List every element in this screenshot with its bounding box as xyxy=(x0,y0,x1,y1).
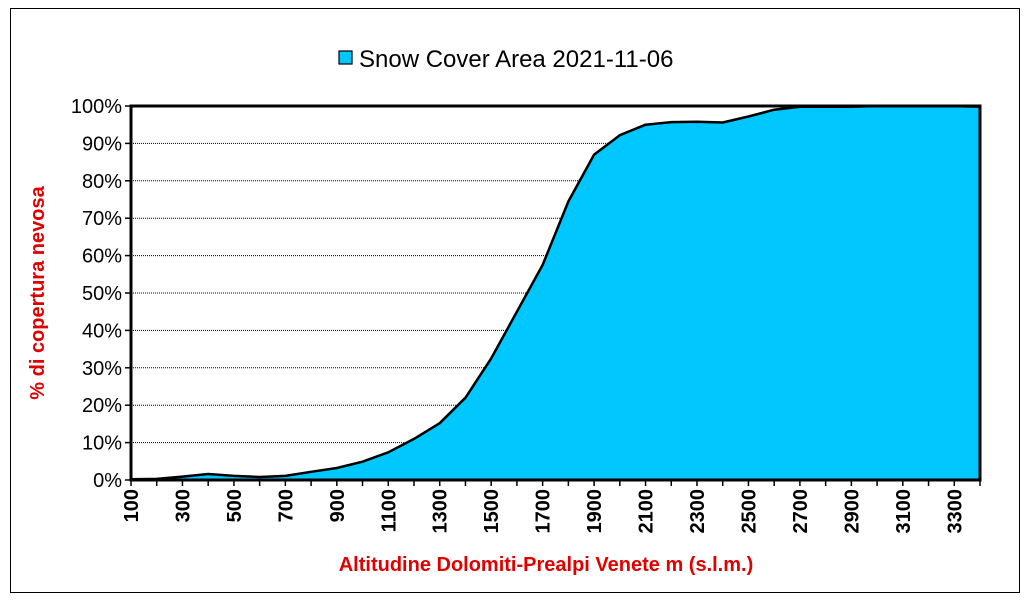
x-tick-label: 2900 xyxy=(841,489,863,534)
legend: Snow Cover Area 2021-11-06 xyxy=(338,46,673,73)
x-tick-label: 1100 xyxy=(378,489,400,532)
x-tick-label: 1900 xyxy=(584,489,606,534)
snow-cover-area xyxy=(129,104,982,482)
x-tick-label: 3300 xyxy=(944,489,966,534)
y-tick-label: 60% xyxy=(82,246,122,268)
x-tick-label: 1700 xyxy=(533,489,555,534)
x-tick-label: 2500 xyxy=(739,489,761,534)
x-tick-label: 300 xyxy=(173,489,195,522)
y-tick-label: 30% xyxy=(82,358,122,380)
y-tick-label: 40% xyxy=(82,320,122,342)
y-tick-label: 20% xyxy=(82,395,122,417)
x-tick-label: 2700 xyxy=(790,489,812,534)
y-tick-label: 0% xyxy=(93,470,122,492)
x-tick-label: 100 xyxy=(121,489,143,522)
x-tick-label: 500 xyxy=(224,489,246,522)
y-axis-title: % di copertura nevosa xyxy=(27,185,49,399)
y-tick-label: 100% xyxy=(71,96,122,118)
y-tick-label: 50% xyxy=(82,283,122,305)
y-axis-ticks: 0% 10% 20% 30% 40% 50% 60% 70% 80% 90% 100% xyxy=(71,96,131,492)
x-tick-label: 1500 xyxy=(481,489,503,534)
y-tick-label: 80% xyxy=(82,171,122,193)
y-tick-label: 10% xyxy=(82,433,122,455)
x-tick-label: 2300 xyxy=(687,489,709,534)
x-tick-label: 2100 xyxy=(636,489,658,534)
x-axis-ticks: 100 300 500 700 900 1100 1300 1500 1700 1900 2100 2… xyxy=(121,480,981,534)
x-axis-title: Altitudine Dolomiti-Prealpi Venete m (s.… xyxy=(339,554,754,576)
x-tick-label: 900 xyxy=(327,489,349,522)
x-tick-label: 3100 xyxy=(893,489,915,534)
x-tick-label: 1300 xyxy=(430,489,452,534)
x-tick-label: 700 xyxy=(275,489,297,522)
legend-swatch xyxy=(338,50,353,65)
legend-label: Snow Cover Area 2021-11-06 xyxy=(359,46,673,73)
y-tick-label: 70% xyxy=(82,208,122,230)
y-tick-label: 90% xyxy=(82,133,122,155)
